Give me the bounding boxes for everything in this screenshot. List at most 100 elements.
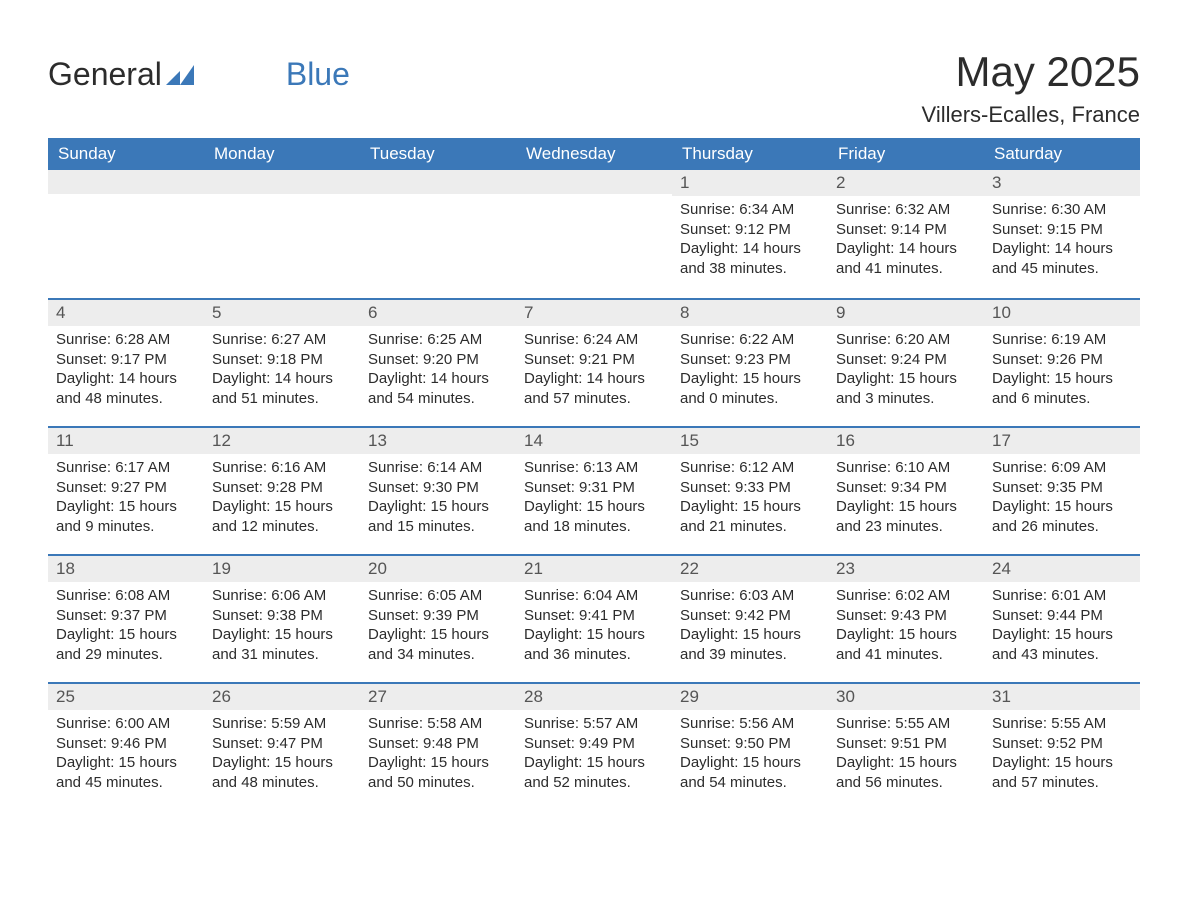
day-cell: 11 Sunrise: 6:17 AMSunset: 9:27 PMDayligh…: [48, 426, 204, 554]
day-details: Sunrise: 5:56 AMSunset: 9:50 PMDaylight:…: [678, 714, 822, 792]
day-cell: 16 Sunrise: 6:10 AMSunset: 9:34 PMDayligh…: [828, 426, 984, 554]
day-cell: 5Sunrise: 6:27 AMSunset: 9:18 PMDaylight…: [204, 298, 360, 426]
week-row: 1 Sunrise: 6:34 AMSunset: 9:12 PMDaylight…: [48, 170, 1140, 298]
location: Villers-Ecalles, France: [922, 102, 1140, 128]
day-number: [516, 170, 672, 194]
day-cell: 20 Sunrise: 6:05 AMSunset: 9:39 PMDayligh…: [360, 554, 516, 682]
day-number: 4: [48, 298, 204, 326]
day-details: Sunrise: 6:01 AMSunset: 9:44 PMDaylight:…: [990, 586, 1134, 664]
weekday-header: Tuesday: [360, 138, 516, 170]
logo: General Blue: [48, 56, 350, 95]
day-details: Sunrise: 6:22 AMSunset: 9:23 PMDaylight:…: [678, 330, 822, 408]
day-number: [48, 170, 204, 194]
day-details: Sunrise: 6:00 AMSunset: 9:46 PMDaylight:…: [54, 714, 198, 792]
day-number: 10: [984, 298, 1140, 326]
day-cell: 10 Sunrise: 6:19 AMSunset: 9:26 PMDayligh…: [984, 298, 1140, 426]
day-number: 7: [516, 298, 672, 326]
day-cell: 4 Sunrise: 6:28 AMSunset: 9:17 PMDaylight…: [48, 298, 204, 426]
day-details: Sunrise: 6:05 AMSunset: 9:39 PMDaylight:…: [366, 586, 510, 664]
day-number: 11: [48, 426, 204, 454]
day-number: 21: [516, 554, 672, 582]
day-cell: 6 Sunrise: 6:25 AMSunset: 9:20 PMDaylight…: [360, 298, 516, 426]
day-details: Sunrise: 6:28 AMSunset: 9:17 PMDaylight:…: [54, 330, 198, 408]
day-details: Sunrise: 6:25 AMSunset: 9:20 PMDaylight:…: [366, 330, 510, 408]
day-details: Sunrise: 5:59 AMSunset: 9:47 PMDaylight:…: [210, 714, 354, 792]
day-details: Sunrise: 6:13 AMSunset: 9:31 PMDaylight:…: [522, 458, 666, 536]
day-details: Sunrise: 6:02 AMSunset: 9:43 PMDaylight:…: [834, 586, 978, 664]
week-row: 11 Sunrise: 6:17 AMSunset: 9:27 PMDayligh…: [48, 426, 1140, 554]
day-details: Sunrise: 6:30 AMSunset: 9:15 PMDaylight:…: [990, 200, 1134, 278]
day-cell: 3 Sunrise: 6:30 AMSunset: 9:15 PMDaylight…: [984, 170, 1140, 298]
day-number: 30: [828, 682, 984, 710]
day-details: Sunrise: 6:12 AMSunset: 9:33 PMDaylight:…: [678, 458, 822, 536]
day-details: Sunrise: 6:09 AMSunset: 9:35 PMDaylight:…: [990, 458, 1134, 536]
day-details: Sunrise: 6:03 AMSunset: 9:42 PMDaylight:…: [678, 586, 822, 664]
day-number: 8: [672, 298, 828, 326]
day-cell: 8 Sunrise: 6:22 AMSunset: 9:23 PMDaylight…: [672, 298, 828, 426]
day-number: 17: [984, 426, 1140, 454]
logo-icon: [166, 56, 194, 93]
day-cell: 23Sunrise: 6:02 AMSunset: 9:43 PMDayligh…: [828, 554, 984, 682]
day-details: Sunrise: 6:06 AMSunset: 9:38 PMDaylight:…: [210, 586, 354, 664]
day-number: 16: [828, 426, 984, 454]
day-cell: 15 Sunrise: 6:12 AMSunset: 9:33 PMDayligh…: [672, 426, 828, 554]
weekday-header: Friday: [828, 138, 984, 170]
day-cell: 13 Sunrise: 6:14 AMSunset: 9:30 PMDayligh…: [360, 426, 516, 554]
day-cell: 30 Sunrise: 5:55 AMSunset: 9:51 PMDayligh…: [828, 682, 984, 810]
day-cell: 31Sunrise: 5:55 AMSunset: 9:52 PMDayligh…: [984, 682, 1140, 810]
day-number: 29: [672, 682, 828, 710]
day-number: 9: [828, 298, 984, 326]
day-cell: [360, 170, 516, 298]
day-details: Sunrise: 5:55 AMSunset: 9:52 PMDaylight:…: [990, 714, 1134, 792]
day-details: Sunrise: 6:34 AMSunset: 9:12 PMDaylight:…: [678, 200, 822, 278]
day-number: 20: [360, 554, 516, 582]
weekday-header-row: SundayMondayTuesdayWednesdayThursdayFrid…: [48, 138, 1140, 170]
day-number: 13: [360, 426, 516, 454]
day-cell: 24 Sunrise: 6:01 AMSunset: 9:44 PMDayligh…: [984, 554, 1140, 682]
title-block: May 2025 Villers-Ecalles, France: [922, 24, 1140, 128]
day-cell: 19 Sunrise: 6:06 AMSunset: 9:38 PMDayligh…: [204, 554, 360, 682]
day-cell: 21 Sunrise: 6:04 AMSunset: 9:41 PMDayligh…: [516, 554, 672, 682]
day-number: 19: [204, 554, 360, 582]
day-cell: 18Sunrise: 6:08 AMSunset: 9:37 PMDayligh…: [48, 554, 204, 682]
day-number: 24: [984, 554, 1140, 582]
day-number: 15: [672, 426, 828, 454]
day-cell: 17 Sunrise: 6:09 AMSunset: 9:35 PMDayligh…: [984, 426, 1140, 554]
day-number: 18: [48, 554, 204, 582]
day-details: Sunrise: 6:04 AMSunset: 9:41 PMDaylight:…: [522, 586, 666, 664]
day-details: Sunrise: 6:32 AMSunset: 9:14 PMDaylight:…: [834, 200, 978, 278]
day-number: 28: [516, 682, 672, 710]
day-cell: 9Sunrise: 6:20 AMSunset: 9:24 PMDaylight…: [828, 298, 984, 426]
logo-text-general: General: [48, 56, 162, 93]
day-number: 26: [204, 682, 360, 710]
day-cell: [516, 170, 672, 298]
day-cell: 25 Sunrise: 6:00 AMSunset: 9:46 PMDayligh…: [48, 682, 204, 810]
day-details: Sunrise: 5:58 AMSunset: 9:48 PMDaylight:…: [366, 714, 510, 792]
week-row: 4 Sunrise: 6:28 AMSunset: 9:17 PMDaylight…: [48, 298, 1140, 426]
day-details: Sunrise: 5:57 AMSunset: 9:49 PMDaylight:…: [522, 714, 666, 792]
day-details: Sunrise: 6:10 AMSunset: 9:34 PMDaylight:…: [834, 458, 978, 536]
day-cell: 7 Sunrise: 6:24 AMSunset: 9:21 PMDaylight…: [516, 298, 672, 426]
day-number: 5: [204, 298, 360, 326]
day-cell: 2Sunrise: 6:32 AMSunset: 9:14 PMDaylight…: [828, 170, 984, 298]
weekday-header: Wednesday: [516, 138, 672, 170]
day-cell: 1 Sunrise: 6:34 AMSunset: 9:12 PMDaylight…: [672, 170, 828, 298]
day-number: 3: [984, 170, 1140, 196]
day-details: Sunrise: 6:24 AMSunset: 9:21 PMDaylight:…: [522, 330, 666, 408]
month-title: May 2025: [922, 48, 1140, 96]
day-cell: [48, 170, 204, 298]
week-row: 25 Sunrise: 6:00 AMSunset: 9:46 PMDayligh…: [48, 682, 1140, 810]
day-number: 25: [48, 682, 204, 710]
day-details: Sunrise: 6:14 AMSunset: 9:30 PMDaylight:…: [366, 458, 510, 536]
weeks-container: 1 Sunrise: 6:34 AMSunset: 9:12 PMDaylight…: [48, 170, 1140, 810]
day-details: Sunrise: 6:19 AMSunset: 9:26 PMDaylight:…: [990, 330, 1134, 408]
day-details: Sunrise: 6:16 AMSunset: 9:28 PMDaylight:…: [210, 458, 354, 536]
day-cell: 29 Sunrise: 5:56 AMSunset: 9:50 PMDayligh…: [672, 682, 828, 810]
header: General Blue May 2025 Villers-Ecalles, F…: [48, 24, 1140, 128]
day-number: 1: [672, 170, 828, 196]
day-number: 6: [360, 298, 516, 326]
day-cell: 22Sunrise: 6:03 AMSunset: 9:42 PMDayligh…: [672, 554, 828, 682]
weekday-header: Thursday: [672, 138, 828, 170]
day-details: Sunrise: 5:55 AMSunset: 9:51 PMDaylight:…: [834, 714, 978, 792]
day-details: Sunrise: 6:17 AMSunset: 9:27 PMDaylight:…: [54, 458, 198, 536]
